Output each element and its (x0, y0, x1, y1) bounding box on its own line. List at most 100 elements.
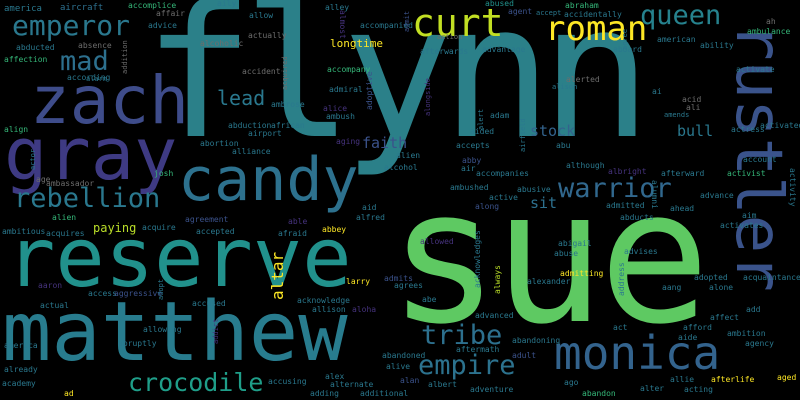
word-small: alert (477, 108, 485, 130)
word-lead: lead (217, 86, 266, 110)
word-small: aged (777, 373, 797, 382)
word-small: accompanied (360, 21, 413, 30)
word-small: alfred (356, 213, 385, 222)
word-small: active (489, 193, 518, 202)
word-small: actually (248, 31, 287, 40)
word-small: allie (670, 375, 695, 384)
word-small: add (746, 305, 761, 314)
word-small: aide (678, 333, 698, 342)
word-small: accomplice (128, 1, 177, 10)
word-small: josh (154, 169, 174, 178)
word-small: aaron (38, 281, 63, 290)
word-small: adopt (157, 278, 165, 300)
word-small: advance (700, 191, 734, 200)
word-bull: bull (677, 122, 714, 140)
word-small: along (475, 202, 500, 211)
word-small: aging (336, 137, 361, 146)
word-small: abigail (558, 239, 592, 248)
word-small: alternate (330, 380, 374, 389)
word-small: abandoning (512, 336, 561, 345)
word-small: already (4, 365, 38, 374)
word-small: adding (310, 389, 339, 398)
word-small: america (4, 341, 38, 350)
word-flynn: flynn (143, 0, 652, 180)
word-small: ambush (326, 112, 355, 121)
word-emperor: emperor (12, 9, 131, 42)
word-small: alan (400, 376, 420, 385)
word-empire: empire (418, 350, 516, 381)
word-small: alcoholic (200, 39, 244, 48)
word-small: align (4, 125, 29, 134)
word-curt: curt (412, 1, 504, 45)
word-small: air (461, 164, 476, 173)
word-reserve: reserve (6, 211, 352, 306)
word-small: addict (212, 318, 220, 344)
word-small: agree (621, 28, 629, 50)
word-small: although (566, 161, 605, 170)
word-small: ah (766, 17, 776, 26)
word-small: ago (564, 378, 579, 387)
word-small: account (743, 155, 777, 164)
word-small: acquaintance (743, 273, 800, 282)
word-small: admitted (606, 201, 645, 210)
word-small: agency (745, 339, 774, 348)
word-small: abducts (620, 213, 654, 222)
word-small: adoptive (365, 71, 374, 110)
word-small: acid (682, 95, 702, 104)
word-small: accepts (456, 141, 490, 150)
word-small: aggressive (114, 289, 163, 298)
word-rebellion: rebellion (14, 183, 161, 214)
word-small: admitting (560, 269, 604, 278)
word-small: aircraft (60, 3, 104, 13)
word-small: abducted (16, 43, 55, 52)
word-small: afterlife (711, 375, 755, 384)
word-altar: altar (268, 251, 287, 300)
word-small: absence (78, 41, 112, 50)
word-small: alerted (566, 75, 600, 84)
word-small: alongside (424, 78, 432, 116)
word-sit: sit (530, 194, 558, 212)
word-small: activity (788, 168, 797, 207)
word-small: alcohol (384, 163, 418, 172)
word-small: abby (462, 156, 482, 165)
word-small: actual (40, 301, 69, 310)
word-small: aboard (613, 45, 642, 54)
word-small: alone (709, 283, 734, 292)
word-small: alive (386, 362, 411, 371)
word-small: larry (346, 277, 371, 286)
word-small: alter (640, 384, 665, 393)
word-small: afraid (278, 229, 307, 238)
word-small: adopted (694, 273, 728, 282)
word-small: activist (727, 169, 766, 178)
word-paying: paying (93, 221, 137, 235)
word-small: aid (362, 203, 377, 212)
word-small: ambushed (450, 183, 489, 192)
word-small: allowing (143, 325, 182, 334)
word-small: airfield (519, 118, 527, 152)
word-candy: candy (178, 145, 359, 215)
word-small: acquires (46, 229, 85, 238)
word-small: agent (508, 7, 533, 16)
word-small: acquire (142, 223, 176, 232)
word-small: adam (490, 111, 510, 120)
word-small: abused (485, 0, 514, 8)
word-small: ahead (670, 204, 695, 213)
word-small: aim (742, 211, 757, 220)
word-small: affection (4, 55, 48, 64)
word-small: alien (396, 151, 421, 160)
word-small: america (4, 4, 42, 14)
word-small: alley (325, 3, 350, 12)
word-small: according (67, 73, 111, 82)
word-small: agrees (394, 281, 423, 290)
word-small: admits (384, 274, 413, 283)
word-small: additional (360, 389, 409, 398)
word-matthew: matthew (2, 285, 348, 380)
word-small: admiral (329, 85, 363, 94)
word-small: ambrose (271, 100, 305, 109)
word-faith: faith (362, 134, 408, 152)
word-small: academy (2, 379, 36, 388)
word-small: accept (536, 9, 562, 17)
word-small: accompany (327, 65, 371, 74)
word-small: activate (736, 65, 775, 74)
word-small: abbey (322, 225, 347, 234)
